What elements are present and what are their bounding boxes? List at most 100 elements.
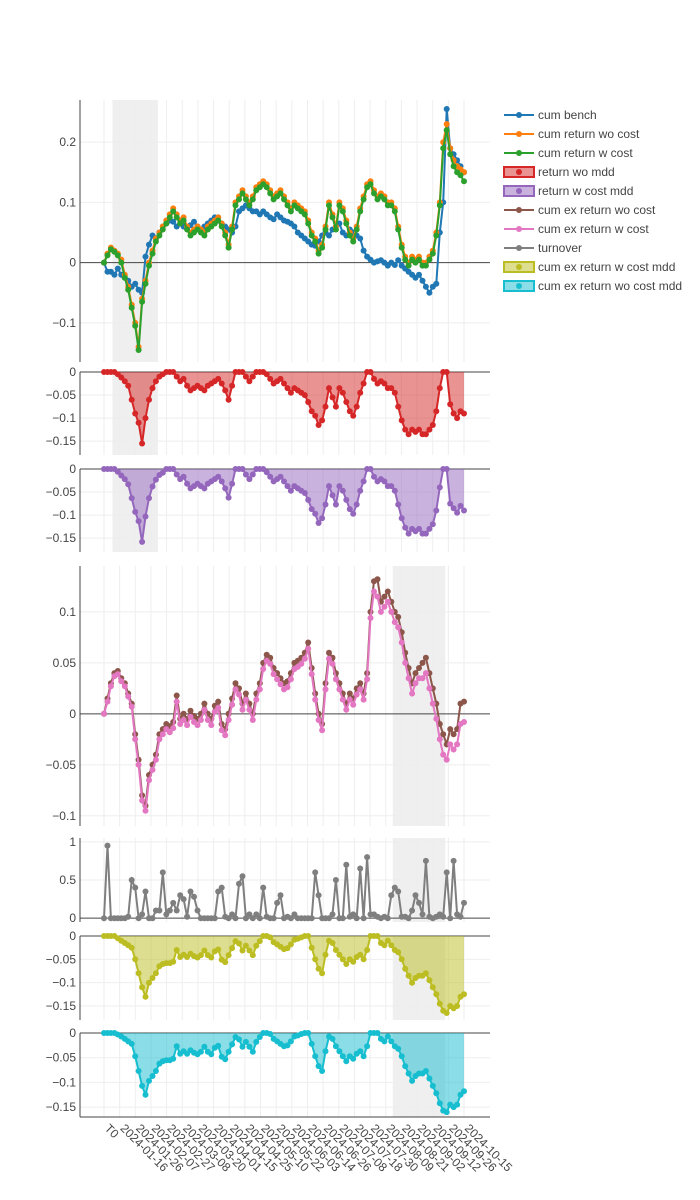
data-point [249,717,256,723]
data-point [139,298,146,305]
y-tick-label: −0.1 [52,316,76,330]
data-point [371,588,377,595]
data-point [416,525,422,532]
data-point [118,678,125,685]
data-point [395,403,402,410]
data-point [222,485,229,492]
data-point [405,675,412,682]
legend-item: cum ex return wo cost [504,203,656,217]
data-point [395,226,402,233]
data-point [225,915,232,922]
data-point [422,654,429,661]
data-point [326,232,332,239]
data-point [246,947,253,954]
data-point [419,911,426,918]
data-point [263,469,270,476]
data-point [201,387,208,394]
data-point [301,392,308,399]
data-point [197,952,204,959]
legend: cum bench cum return wo cost cum return w … [503,108,682,293]
data-point [142,807,149,814]
data-point [170,218,177,225]
y-tick-label: −0.15 [46,999,77,1013]
data-point [346,506,353,513]
y-tick-label: 0 [69,365,76,379]
data-point [277,892,284,899]
data-point [350,701,357,708]
data-point [139,1082,146,1089]
legend-marker [516,264,522,270]
data-point [308,506,315,513]
data-point [339,208,346,215]
data-point [284,684,291,691]
data-point [305,1030,312,1036]
data-point [114,671,121,678]
data-point [422,857,429,864]
y-tick-label: 0.5 [59,873,76,887]
data-point [135,915,142,922]
data-point [111,271,118,278]
data-point [308,915,315,922]
data-point [146,396,152,403]
data-point [173,214,180,221]
data-point [163,911,170,918]
data-point [412,670,419,677]
data-point [360,1053,367,1060]
data-point [384,915,391,922]
data-point [139,538,146,545]
data-point [346,408,353,415]
data-point [121,476,128,483]
data-point [426,1075,433,1082]
panel-7: 0 −0.05 −0.1 −0.15 [46,1026,490,1117]
data-point [353,915,360,922]
data-point [125,286,132,293]
data-point [398,515,405,522]
y-tick-label: −0.1 [52,976,76,990]
data-point [450,505,457,512]
data-point [409,979,416,986]
y-tick-label: −0.1 [52,411,76,425]
data-point [149,250,156,257]
data-point [326,655,332,662]
data-point [287,676,294,683]
data-point [253,942,260,949]
data-point [132,410,139,417]
data-point [329,492,336,499]
data-point [402,426,409,433]
data-point [232,686,239,693]
data-point [229,701,236,708]
data-point [357,389,364,396]
data-point [422,970,429,977]
data-point [371,190,377,197]
data-point [319,970,326,977]
data-point [308,944,315,951]
data-point [149,385,156,392]
data-point [343,861,350,868]
data-point [270,915,277,922]
data-point [170,466,177,472]
data-point [429,521,436,528]
data-point [132,280,139,287]
data-point [391,262,398,268]
data-point [388,202,395,209]
data-point [402,1063,409,1070]
data-point [256,686,263,693]
data-point [287,1038,294,1045]
data-point [332,226,339,233]
data-point [225,1048,232,1055]
data-point [436,1000,443,1007]
data-point [398,1053,405,1060]
data-point [305,645,312,652]
data-point [329,660,336,667]
data-point [315,250,322,257]
data-point [242,915,249,922]
data-point [422,262,429,269]
data-point [319,417,326,424]
data-point [218,727,225,734]
data-point [222,232,229,239]
data-point [274,676,281,683]
data-point [367,615,374,621]
data-point [381,593,388,600]
data-point [184,480,191,487]
data-point [211,915,218,922]
